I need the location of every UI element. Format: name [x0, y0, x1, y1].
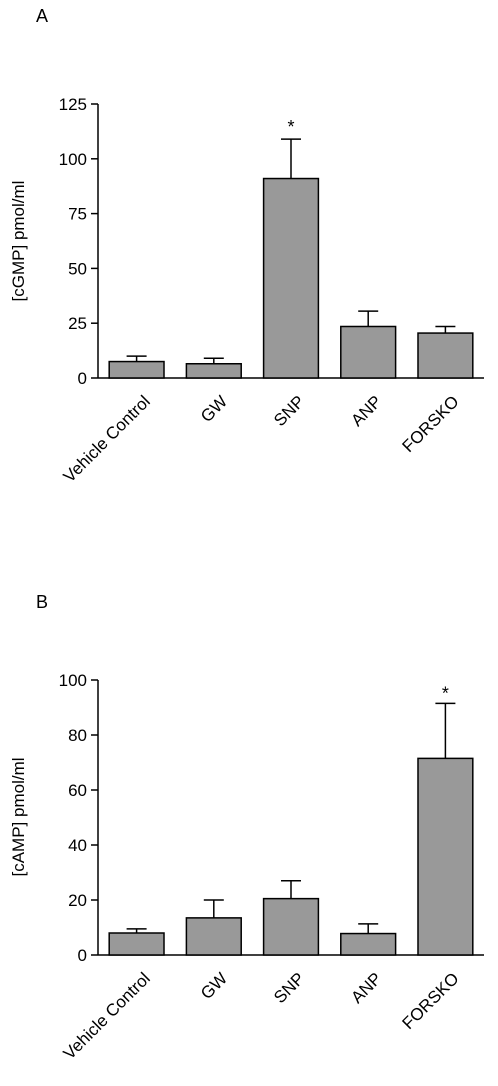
panel-b-chart: 0 20 40 60 80 100 [cAMP] pmol/ml Vehicle Contro… — [9, 671, 484, 1063]
panel-a-category-label: FORSKO — [399, 392, 463, 456]
panel-b-category-label: Vehicle Control — [60, 969, 154, 1063]
panel-b-bar — [340, 932, 397, 956]
panel-b-y-axis-label: [cAMP] pmol/ml — [9, 757, 28, 876]
panel-a-y-tick-label: 75 — [68, 205, 87, 224]
panel-a-y-tick-label: 25 — [68, 314, 87, 333]
panel-b-category-label: ANP — [347, 969, 385, 1007]
panel-a-y-tick-label: 125 — [59, 95, 87, 114]
panel-a-category-label: GW — [197, 392, 231, 426]
panel-a-bar — [417, 332, 474, 379]
panel-a-letter: A — [36, 6, 49, 26]
panel-a-category-label: Vehicle Control — [60, 392, 154, 486]
panel-a-bar — [262, 177, 320, 379]
panel-b-y-tick-label: 60 — [68, 781, 87, 800]
panel-b-category-label: GW — [197, 969, 231, 1003]
panel-b-y-tick-label: 20 — [68, 891, 87, 910]
panel-b-significance-marker: * — [442, 683, 449, 703]
panel-a-significance-marker: * — [287, 117, 294, 137]
panel-a-y-tick-label: 0 — [78, 369, 87, 388]
panel-a-y-tick-label: 50 — [68, 259, 87, 278]
panel-b-category-label: FORSKO — [399, 969, 463, 1033]
panel-a-y-tick-label: 100 — [59, 150, 87, 169]
panel-a-chart: 0 25 50 75 100 125 [cGMP] pmol/ml Vehicle Contr… — [9, 95, 484, 486]
panel-b-y-tick-label: 40 — [68, 836, 87, 855]
panel-b-y-tick-label: 100 — [59, 671, 87, 690]
panel-b-bar — [108, 932, 165, 956]
panel-b-bar — [262, 897, 320, 956]
panel-a-y-axis-label: [cGMP] pmol/ml — [9, 181, 28, 302]
panel-b-bar — [417, 757, 474, 956]
panel-b-y-tick-label: 80 — [68, 726, 87, 745]
panel-a-bar — [185, 363, 242, 379]
panel-a-category-label: SNP — [270, 392, 308, 430]
panel-b-y-tick-label: 0 — [78, 946, 87, 965]
panel-a-category-label: ANP — [347, 392, 385, 430]
panel-a-bar — [340, 325, 397, 379]
panel-b-bar — [185, 917, 242, 956]
panel-b-letter: B — [36, 592, 49, 612]
panel-b-category-label: SNP — [270, 969, 308, 1007]
panel-a-bar — [108, 360, 165, 379]
